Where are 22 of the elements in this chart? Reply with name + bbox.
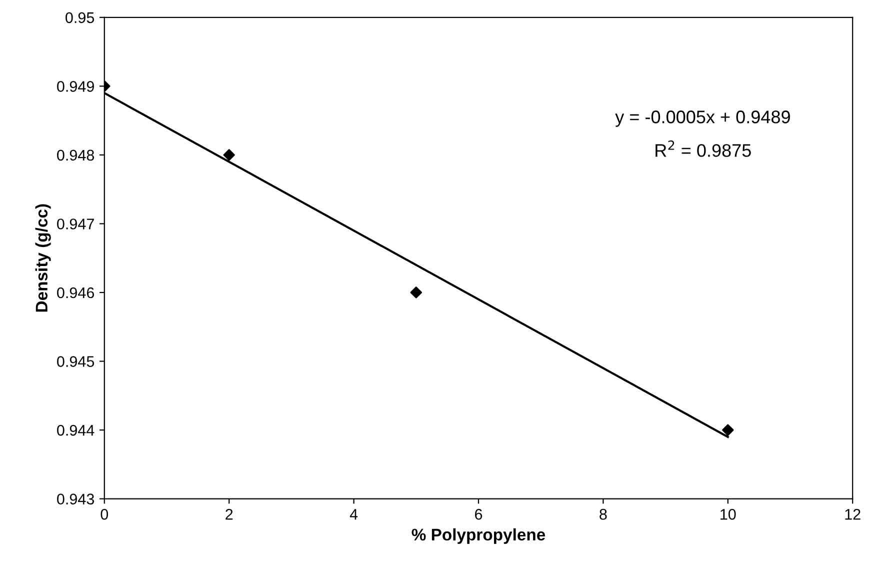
y-tick-label: 0.945 [57,356,94,367]
y-axis-title: Density (g/cc) [35,204,51,312]
x-tick-label: 4 [350,509,358,520]
x-tick-label: 12 [845,508,860,520]
y-tick-label: 0.946 [57,287,94,298]
x-tick-label: 0 [100,508,108,520]
x-tick-label: 6 [475,508,482,520]
x-tick-label: 8 [600,508,607,520]
x-tick-label: 2 [226,508,233,520]
x-axis-title: % Polypropylene [412,528,546,544]
x-tick-label: 10 [720,508,736,520]
annotation: y = -0.0005x + 0.9489 [615,110,790,127]
annotation: R$^{2}$ = 0.9875 [656,140,751,157]
point [223,149,235,161]
point [722,424,734,436]
y-tick-label: 0.95 [66,12,94,24]
y-tick-label: 0.948 [57,150,94,161]
point [410,286,422,298]
y-tick-label: 0.947 [57,218,94,230]
y-tick-label: 0.944 [57,424,94,436]
y-tick-label: 0.943 [57,494,94,504]
y-tick-label: 0.949 [57,81,94,92]
